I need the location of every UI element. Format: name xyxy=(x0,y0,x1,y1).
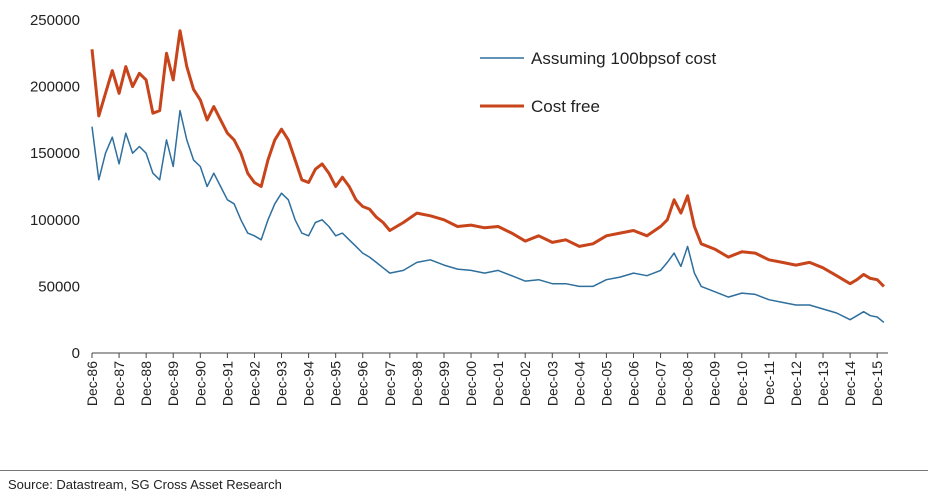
source-divider xyxy=(0,470,928,471)
y-tick-label: 150000 xyxy=(30,145,80,162)
x-tick-label: Dec-14 xyxy=(842,361,858,406)
x-axis: Dec-86 Dec-87 Dec-88 Dec-89 Dec-90 Dec-91 Dec-… xyxy=(84,352,888,406)
y-axis: 0 50000 100000 150000 200000 250000 xyxy=(30,12,80,362)
x-tick-label: Dec-12 xyxy=(788,361,804,406)
x-tick-label: Dec-07 xyxy=(653,361,669,406)
x-tick-label: Dec-91 xyxy=(219,361,235,406)
source-note: Source: Datastream, SG Cross Asset Resea… xyxy=(8,477,282,492)
series-layer xyxy=(90,29,885,323)
y-tick-label: 250000 xyxy=(30,12,80,29)
series-line-cost-free xyxy=(90,29,885,288)
x-tick-label: Dec-89 xyxy=(165,361,181,406)
x-tick-label: Dec-86 xyxy=(84,361,100,406)
x-tick-label: Dec-87 xyxy=(111,361,127,406)
x-tick-label: Dec-10 xyxy=(734,361,750,406)
series-line-cost xyxy=(91,109,885,323)
x-tick-label: Dec-02 xyxy=(517,361,533,406)
x-tick-label: Dec-95 xyxy=(328,361,344,406)
y-tick-label: 100000 xyxy=(30,212,80,229)
x-tick-label: Dec-94 xyxy=(301,361,317,406)
legend-label: Assuming 100bpsof cost xyxy=(531,49,716,68)
x-tick-label: Dec-11 xyxy=(761,361,777,405)
x-tick-label: Dec-08 xyxy=(680,361,696,406)
x-tick-label: Dec-90 xyxy=(192,361,208,406)
x-tick-label: Dec-00 xyxy=(463,361,479,406)
x-tick-label: Dec-99 xyxy=(436,361,452,406)
x-tick-label: Dec-15 xyxy=(869,361,885,406)
legend-label: Cost free xyxy=(531,97,600,116)
x-tick-label: Dec-96 xyxy=(355,361,371,406)
x-tick-label: Dec-92 xyxy=(246,361,262,406)
legend: Assuming 100bpsof cost Cost free xyxy=(480,49,716,116)
y-tick-label: 0 xyxy=(72,345,80,362)
x-tick-label: Dec-98 xyxy=(409,361,425,406)
y-tick-label: 200000 xyxy=(30,79,80,96)
x-tick-label: Dec-01 xyxy=(490,361,506,406)
y-tick-label: 50000 xyxy=(38,278,80,295)
x-tick-label: Dec-09 xyxy=(707,361,723,406)
x-tick-label: Dec-04 xyxy=(571,361,587,406)
x-tick-label: Dec-05 xyxy=(598,361,614,406)
x-tick-label: Dec-03 xyxy=(544,361,560,406)
x-tick-label: Dec-88 xyxy=(138,361,154,406)
x-tick-label: Dec-93 xyxy=(274,361,290,406)
x-tick-label: Dec-13 xyxy=(815,361,831,406)
x-tick-label: Dec-97 xyxy=(382,361,398,406)
x-tick-label: Dec-06 xyxy=(625,361,641,406)
